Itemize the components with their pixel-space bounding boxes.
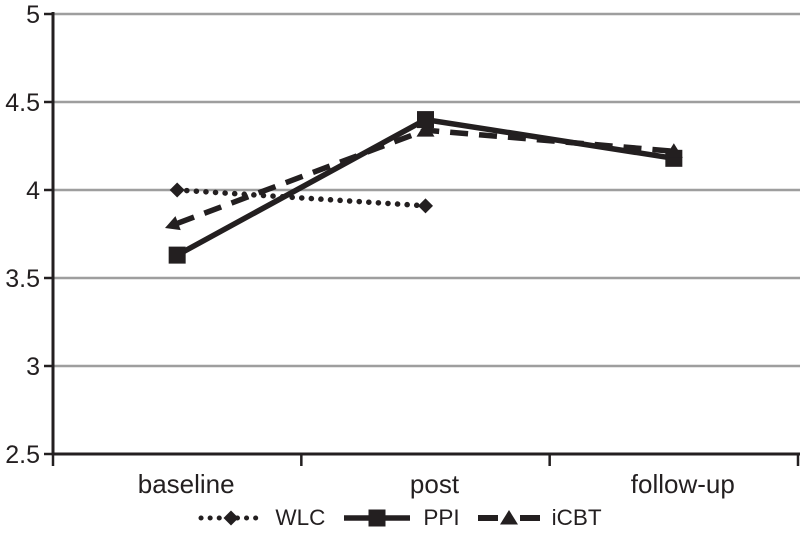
ppi-solid-square-sample	[344, 509, 411, 527]
x-axis-category-label: follow-up	[631, 469, 735, 499]
series-line-ppi	[175, 116, 675, 258]
chart-legend: WLC PPI iCBT	[0, 502, 800, 534]
legend-item-ppi: PPI	[342, 505, 460, 531]
marker-square	[417, 111, 434, 129]
legend-triangle-marker	[499, 510, 518, 525]
legend-diamond-marker	[223, 510, 239, 526]
wlc-dotted-diamond-sample	[198, 510, 264, 526]
y-axis-tick-label: 3	[26, 353, 40, 381]
x-axis-category-label: baseline	[138, 469, 235, 499]
legend-square-marker	[368, 509, 386, 527]
legend-item-icbt: iCBT	[477, 505, 602, 531]
y-axis-tick-label: 4	[26, 177, 40, 205]
icbt-dashed-triangle-sample	[477, 510, 540, 525]
y-axis-tick-label: 3.5	[5, 265, 40, 293]
legend-label-wlc: WLC	[275, 505, 326, 530]
marker-triangle	[416, 122, 435, 137]
x-axis-category-label: post	[410, 469, 460, 499]
y-axis-tick-label: 5	[26, 1, 40, 29]
marker-triangle	[664, 143, 683, 158]
series-line-wlc	[174, 187, 429, 209]
marker-diamond	[169, 182, 185, 198]
marker-arrowhead	[164, 216, 181, 231]
y-axis-tick-label: 4.5	[5, 89, 40, 117]
legend-item-wlc: WLC	[198, 505, 325, 531]
y-axis-tick-label: 2.5	[5, 441, 40, 469]
legend-label-icbt: iCBT	[551, 505, 602, 530]
legend-label-ppi: PPI	[423, 505, 460, 530]
marker-square	[168, 246, 186, 264]
marker-diamond	[418, 198, 433, 214]
